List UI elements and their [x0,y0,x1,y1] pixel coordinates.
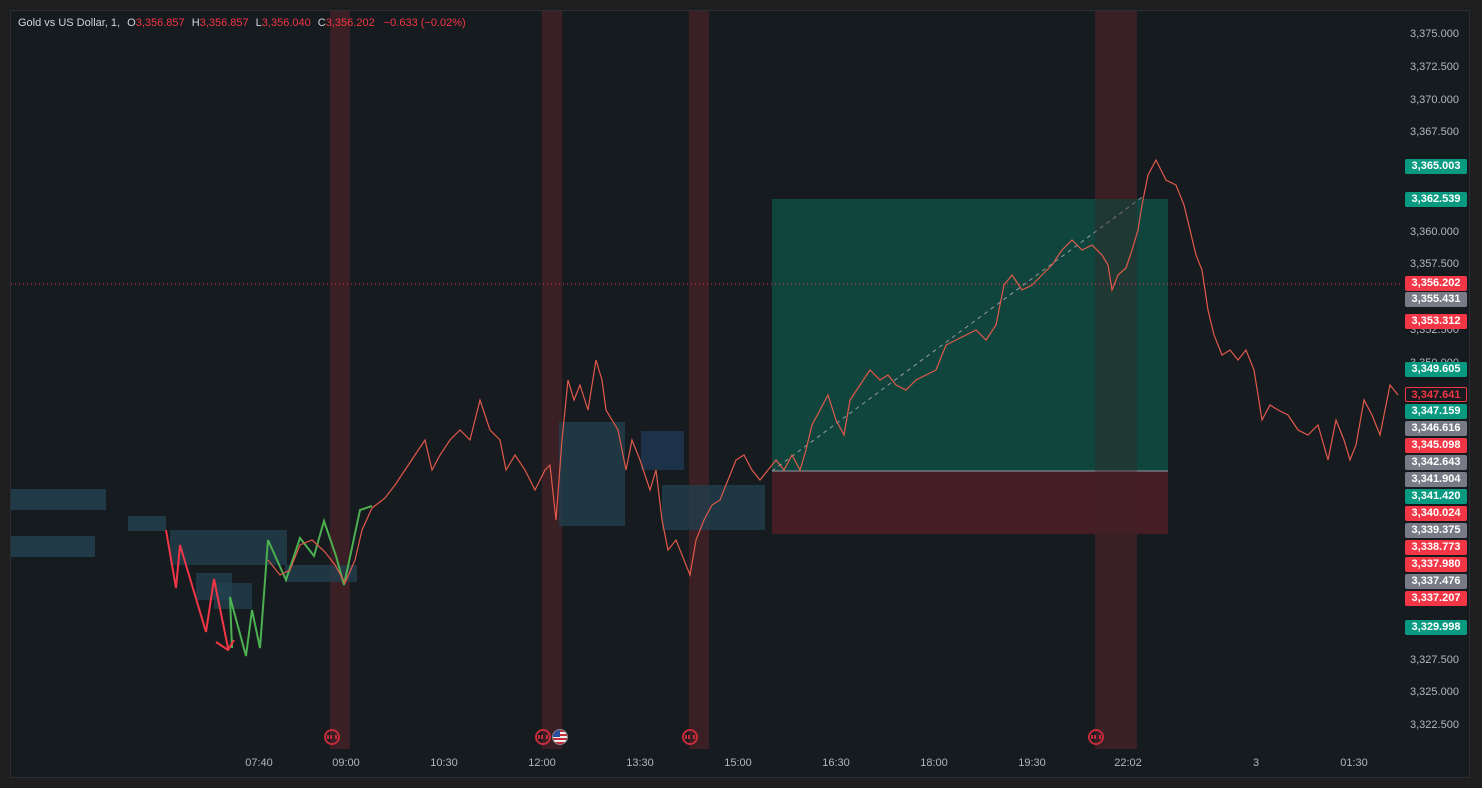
time-axis-label: 09:00 [332,757,360,769]
economic-event-icon[interactable] [682,729,698,745]
price-axis-label: 3,372.500 [1410,61,1459,73]
price-tag[interactable]: 3,353.312 [1405,314,1467,329]
open-value: 3,356.857 [135,17,185,29]
economic-event-icon[interactable] [324,729,340,745]
price-axis-label: 3,360.000 [1410,226,1459,238]
change-value: −0.633 (−0.02%) [383,17,466,29]
time-axis-label: 15:00 [724,757,752,769]
price-tag[interactable]: 3,337.980 [1405,557,1467,572]
price-tag[interactable]: 3,329.998 [1405,620,1467,635]
price-tag[interactable]: 3,346.616 [1405,421,1467,436]
order-block-zone[interactable] [559,422,625,526]
price-tag[interactable]: 3,338.773 [1405,540,1467,555]
open-label: O [127,17,136,29]
low-label: L [255,17,262,29]
us-flag-icon[interactable] [552,729,568,745]
price-tag[interactable]: 3,365.003 [1405,159,1467,174]
order-block-zone[interactable] [11,489,106,510]
price-series [267,158,1399,585]
price-tag[interactable]: 3,340.024 [1405,506,1467,521]
current-price-tag[interactable]: 3,356.202 [1405,276,1467,291]
price-axis-label: 3,375.000 [1410,28,1459,40]
price-tag[interactable]: 3,362.539 [1405,192,1467,207]
position-dashed-line [771,194,1146,472]
price-tag[interactable]: 3,337.207 [1405,591,1467,606]
close-value: 3,356.202 [325,17,375,29]
order-block-zone[interactable] [641,431,684,470]
bullish-zigzag [229,505,373,657]
take-profit-zone[interactable] [772,199,1168,471]
symbol-legend[interactable]: Gold vs US Dollar, 1, O3,356.857 H3,356.… [18,17,466,29]
order-block-zone[interactable] [128,516,166,531]
order-block-zone[interactable] [170,530,287,565]
price-axis-label: 3,367.500 [1410,126,1459,138]
bearish-zigzag [165,529,229,649]
price-tag[interactable]: 3,355.431 [1405,292,1467,307]
high-value: 3,356.857 [199,17,249,29]
session-overlay [1095,199,1137,534]
price-tag[interactable]: 3,345.098 [1405,438,1467,453]
order-block-zone[interactable] [662,485,765,530]
symbol-name[interactable]: Gold vs US Dollar, 1, [18,17,121,29]
price-tag[interactable]: 3,341.420 [1405,489,1467,504]
price-axis-label: 3,322.500 [1410,719,1459,731]
session-band [542,11,562,749]
zigzag-arrow [215,639,235,652]
time-axis-label: 22:02 [1114,757,1142,769]
stop-loss-zone[interactable] [772,471,1168,534]
chart-window[interactable] [10,10,1470,778]
price-tag[interactable]: 3,339.375 [1405,523,1467,538]
order-block-zone[interactable] [11,536,95,557]
time-axis-label: 18:00 [920,757,948,769]
economic-event-icon[interactable] [1088,729,1104,745]
price-axis-label: 3,327.500 [1410,654,1459,666]
economic-event-icon[interactable] [535,729,551,745]
price-tag[interactable]: 3,341.904 [1405,472,1467,487]
price-axis-label: 3,325.000 [1410,686,1459,698]
price-axis-label: 3,357.500 [1410,258,1459,270]
price-tag[interactable]: 3,337.476 [1405,574,1467,589]
price-tag[interactable]: 3,347.159 [1405,404,1467,419]
close-label: C [317,17,326,29]
session-band [689,11,709,749]
low-value: 3,356.040 [261,17,311,29]
time-axis-label: 12:00 [528,757,556,769]
time-axis-label: 01:30 [1340,757,1368,769]
time-axis-label: 07:40 [245,757,273,769]
time-axis-label: 19:30 [1018,757,1046,769]
price-tag[interactable]: 3,347.641 [1405,387,1467,402]
time-axis-label: 13:30 [626,757,654,769]
price-tag[interactable]: 3,349.605 [1405,362,1467,377]
time-axis-label: 3 [1252,757,1260,769]
price-axis-label: 3,370.000 [1410,94,1459,106]
high-label: H [191,17,200,29]
session-band [330,11,350,749]
time-axis-label: 10:30 [430,757,458,769]
time-axis-label: 16:30 [822,757,850,769]
price-tag[interactable]: 3,342.643 [1405,455,1467,470]
